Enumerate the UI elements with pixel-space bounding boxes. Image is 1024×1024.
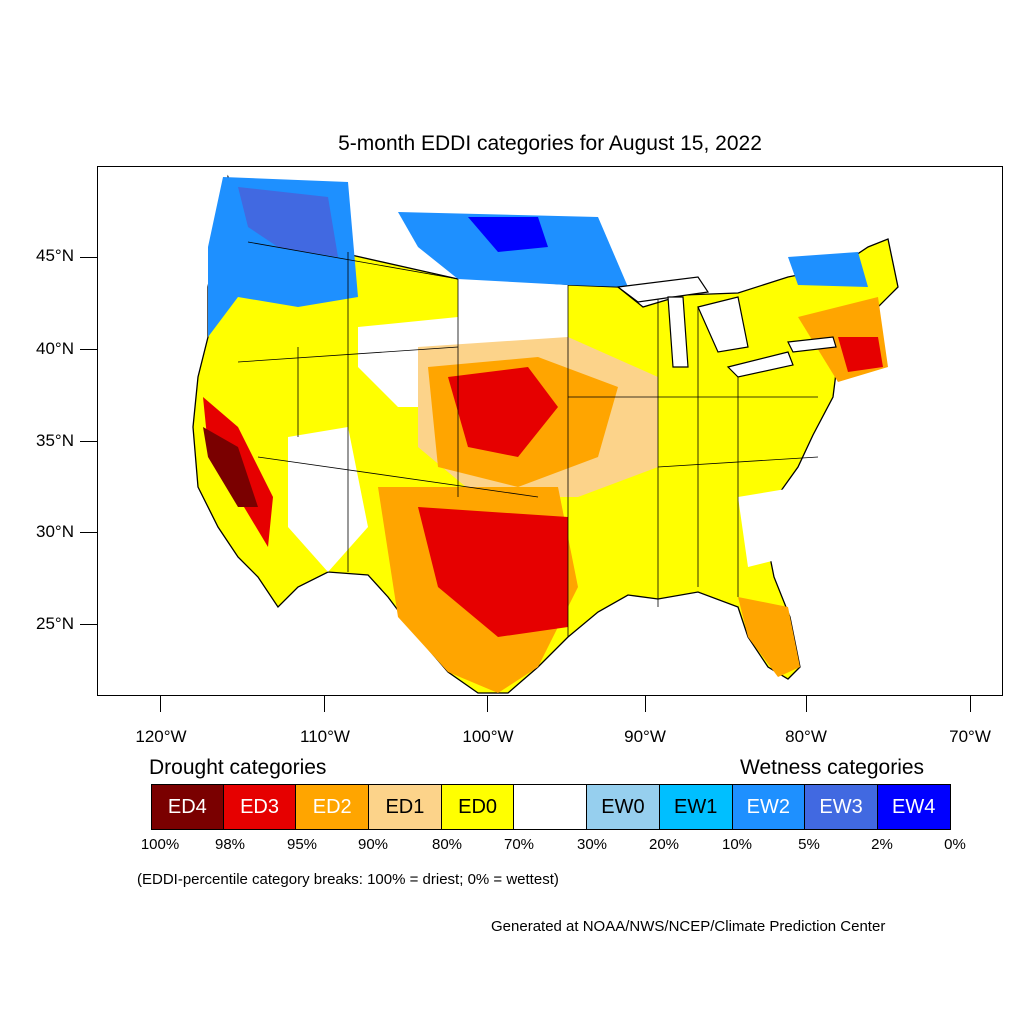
legend-label: ED0 (458, 795, 498, 818)
map-title: 5-month EDDI categories for August 15, 2… (338, 132, 762, 155)
legend-label: EW1 (673, 795, 718, 818)
legend-percentile: 80% (431, 836, 463, 853)
legend-box-ew0: EW0 (587, 784, 660, 830)
category-breaks-note: (EDDI-percentile category breaks: 100% =… (137, 871, 559, 888)
legend-label: ED3 (240, 795, 279, 818)
legend-box-ed4: ED4 (151, 784, 224, 830)
credit-text: Generated at NOAA/NWS/NCEP/Climate Predi… (491, 918, 886, 935)
lon-label-110: 110°W (300, 727, 350, 746)
legend-box-ed0: ED0 (441, 784, 515, 830)
legend-box-normal (514, 784, 588, 830)
lon-tick (487, 696, 488, 712)
legend-percentile: 90% (357, 836, 389, 853)
legend-label: ED2 (312, 795, 352, 818)
legend-label: EW2 (746, 795, 791, 818)
lat-label-30: 30°N (36, 522, 74, 541)
legend-box-ew2: EW2 (732, 784, 806, 830)
legend-label: EW0 (601, 795, 645, 818)
legend-percentile: 98% (214, 836, 246, 853)
legend-label: EW3 (819, 795, 863, 818)
lon-tick (806, 696, 807, 712)
region-wet-ew1 (788, 252, 868, 287)
legend-percentile: 5% (798, 836, 820, 853)
legend-label: ED1 (385, 795, 425, 818)
lat-label-45: 45°N (36, 246, 74, 265)
region-ed3 (448, 367, 558, 457)
legend-box-ed3: ED3 (223, 784, 297, 830)
great-lakes (616, 276, 837, 378)
legend-percentile: 30% (576, 836, 608, 853)
legend-box-ed2: ED2 (296, 784, 370, 830)
legend-percentile: 0% (944, 836, 966, 853)
region-near-normal (738, 487, 798, 567)
lat-tick (80, 624, 97, 625)
region-ed2 (738, 597, 800, 677)
lat-label-25: 25°N (36, 614, 74, 633)
drought-categories-heading: Drought categories (149, 756, 327, 779)
lon-label-100: 100°W (462, 727, 514, 746)
region-ed3 (418, 507, 568, 637)
region-ed3 (838, 337, 883, 372)
lat-tick (80, 257, 97, 258)
lon-label-80: 80°W (785, 727, 827, 746)
lon-label-70: 70°W (949, 727, 991, 746)
lon-tick (970, 696, 971, 712)
legend-percentile: 100% (140, 836, 180, 853)
lon-tick (160, 696, 161, 712)
legend-label: ED4 (167, 795, 207, 818)
lon-tick (645, 696, 646, 712)
lat-tick (80, 532, 97, 533)
lon-label-120: 120°W (135, 727, 187, 746)
wetness-categories-heading: Wetness categories (740, 756, 925, 779)
legend-color-bar: ED4 ED3 ED2 ED1 ED0 EW0 EW1 EW2 EW3 EW4 (151, 784, 951, 830)
lat-label-40: 40°N (36, 339, 74, 358)
lat-label-35: 35°N (36, 431, 74, 450)
us-map-graphic (192, 174, 899, 694)
lon-label-90: 90°W (624, 727, 666, 746)
region-wet-ew3 (238, 187, 338, 257)
legend-box-ed1: ED1 (369, 784, 442, 830)
legend-box-ew3: EW3 (805, 784, 878, 830)
region-ed4 (203, 427, 258, 507)
legend-percentile: 70% (503, 836, 535, 853)
eddi-map (97, 166, 1003, 696)
lat-tick (80, 441, 97, 442)
state-boundaries (237, 241, 819, 637)
legend-label: EW4 (892, 795, 936, 818)
legend-box-ew1: EW1 (659, 784, 733, 830)
lon-tick (324, 696, 325, 712)
region-wet-ew3 (468, 217, 548, 252)
legend-percentile: 95% (286, 836, 318, 853)
legend-percentile: 10% (721, 836, 753, 853)
legend-percentile: 20% (648, 836, 680, 853)
lat-tick (80, 349, 97, 350)
legend-percentile: 2% (871, 836, 893, 853)
legend-box-ew4: EW4 (877, 784, 951, 830)
